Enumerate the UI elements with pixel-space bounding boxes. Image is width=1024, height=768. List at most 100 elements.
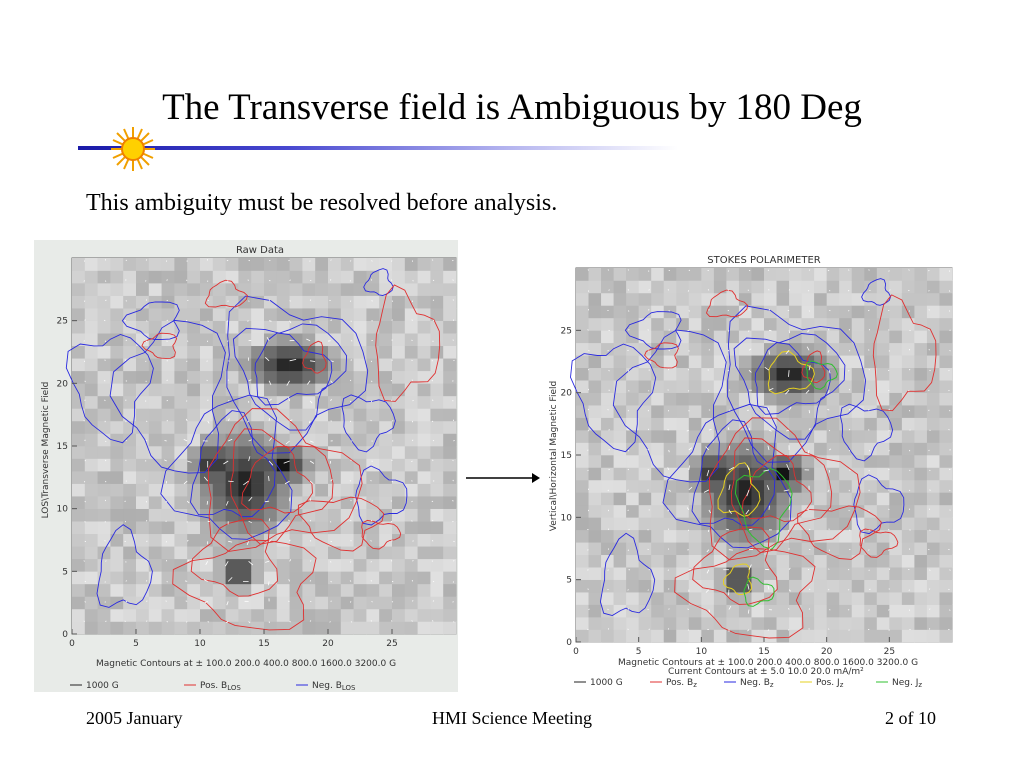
intensity-cell	[726, 280, 740, 294]
y-tick-label: 20	[561, 389, 573, 399]
intensity-cell	[72, 446, 86, 459]
intensity-cell	[789, 579, 802, 593]
intensity-cell	[939, 467, 953, 481]
intensity-cell	[392, 596, 406, 610]
intensity-cell	[764, 405, 777, 418]
field-vector	[848, 449, 851, 452]
intensity-cell	[839, 517, 853, 531]
intensity-cell	[939, 617, 953, 630]
intensity-cell	[404, 558, 418, 572]
field-vector	[848, 529, 851, 531]
field-vector	[948, 369, 950, 372]
field-vector	[763, 469, 770, 472]
intensity-cell	[84, 558, 98, 572]
intensity-cell	[901, 430, 915, 443]
field-vector	[452, 479, 454, 482]
intensity-cell	[576, 292, 589, 306]
field-vector	[411, 460, 413, 462]
intensity-cell	[901, 268, 915, 281]
intensity-cell	[939, 367, 953, 381]
field-vector	[309, 540, 312, 542]
field-vector	[165, 481, 168, 484]
intensity-cell	[701, 455, 715, 468]
intensity-cell	[663, 417, 677, 431]
intensity-cell	[939, 268, 953, 281]
field-vector	[412, 399, 414, 402]
intensity-cell	[939, 280, 953, 294]
intensity-cell	[123, 395, 137, 409]
intensity-cell	[200, 621, 214, 635]
field-vector	[268, 437, 273, 442]
intensity-cell	[751, 355, 765, 369]
intensity-cell	[751, 430, 765, 443]
intensity-cell	[136, 370, 150, 384]
intensity-cell	[315, 295, 329, 309]
field-vector	[452, 601, 454, 603]
intensity-cell	[613, 380, 627, 393]
intensity-cell	[264, 258, 278, 271]
right-legend: 1000 G Pos. Bz Neg. Bz Pos. Jz Neg. Jz	[574, 678, 922, 689]
intensity-cell	[392, 283, 406, 296]
intensity-cell	[814, 305, 827, 319]
intensity-cell	[676, 305, 690, 319]
field-vector	[183, 480, 188, 485]
intensity-cell	[276, 621, 290, 635]
intensity-cell	[148, 533, 162, 547]
intensity-cell	[713, 280, 727, 294]
intensity-cell	[626, 579, 639, 593]
intensity-cell	[826, 467, 840, 481]
intensity-cell	[212, 608, 226, 622]
field-vector	[309, 560, 312, 562]
intensity-cell	[601, 504, 614, 518]
intensity-cell	[914, 392, 928, 406]
intensity-cell	[651, 355, 665, 369]
intensity-cell	[876, 442, 890, 456]
intensity-cell	[97, 308, 111, 321]
intensity-cell	[688, 604, 702, 618]
intensity-cell	[110, 308, 124, 321]
field-vector	[849, 469, 851, 471]
intensity-cell	[417, 508, 431, 522]
intensity-cell	[688, 430, 702, 443]
intensity-cell	[110, 533, 124, 547]
intensity-cell	[651, 455, 665, 468]
intensity-cell	[776, 592, 790, 605]
field-vector	[949, 349, 951, 352]
intensity-cell	[576, 317, 589, 331]
intensity-cell	[417, 345, 431, 359]
intensity-cell	[663, 542, 677, 556]
intensity-cell	[251, 308, 265, 321]
intensity-cell	[174, 596, 188, 610]
intensity-cell	[801, 417, 815, 431]
field-vector	[928, 309, 930, 311]
intensity-cell	[123, 483, 137, 497]
intensity-cell	[136, 471, 150, 484]
intensity-cell	[443, 533, 457, 547]
intensity-cell	[430, 471, 444, 484]
field-vector	[330, 581, 332, 583]
intensity-cell	[212, 383, 226, 397]
intensity-cell	[161, 308, 175, 321]
intensity-cell	[174, 508, 188, 522]
intensity-cell	[876, 305, 890, 319]
intensity-cell	[174, 546, 188, 560]
intensity-cell	[123, 270, 137, 284]
intensity-cell	[225, 521, 239, 535]
intensity-cell	[251, 571, 265, 585]
intensity-cell	[84, 521, 98, 535]
right-x-ticks: 0 5 10 15 20 25	[573, 637, 895, 657]
intensity-cell	[340, 283, 354, 296]
intensity-cell	[174, 571, 188, 585]
field-vector	[708, 428, 712, 431]
intensity-cell	[889, 529, 903, 543]
intensity-cell	[353, 458, 367, 472]
intensity-cell	[738, 268, 752, 281]
intensity-cell	[238, 596, 252, 610]
intensity-cell	[238, 283, 252, 296]
intensity-cell	[353, 320, 367, 334]
intensity-cell	[726, 542, 740, 556]
intensity-cell	[417, 295, 431, 309]
intensity-cell	[789, 567, 802, 580]
intensity-cell	[392, 408, 406, 422]
